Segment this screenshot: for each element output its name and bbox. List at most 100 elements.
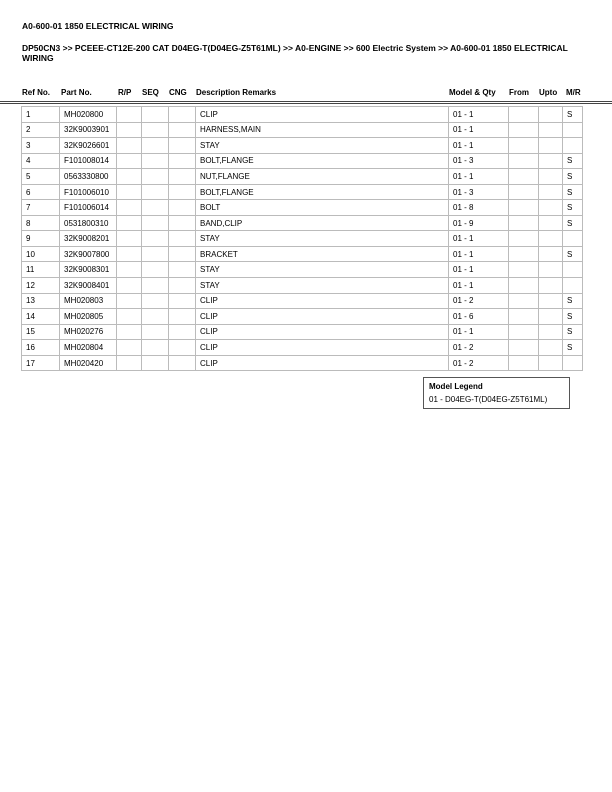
table-cell: 01 - 3 [448, 183, 509, 201]
table-cell: 4 [21, 152, 60, 170]
table-cell [508, 199, 539, 216]
table-cell [168, 308, 196, 325]
table-cell: STAY [195, 277, 449, 294]
table-cell [116, 214, 142, 232]
table-cell: BRACKET [195, 245, 449, 263]
table-cell [538, 277, 563, 294]
table-cell: 3 [21, 137, 60, 154]
table-cell [168, 168, 196, 185]
table-cell: S [562, 339, 583, 356]
table-cell: MH020805 [59, 308, 117, 325]
table-cell [141, 137, 169, 154]
table-cell [538, 339, 563, 356]
table-cell: S [562, 245, 583, 263]
table-row: 14 MH020805 CLIP 01 - 6 S [21, 308, 583, 325]
table-cell [508, 106, 539, 123]
table-cell [141, 230, 169, 247]
table-cell [538, 308, 563, 325]
table-cell [116, 183, 142, 201]
table-cell: S [562, 106, 583, 123]
table-cell [141, 152, 169, 170]
table-row: 13 MH020803 CLIP 01 - 2 S [21, 292, 583, 310]
table-cell [168, 323, 196, 341]
table-cell: CLIP [195, 323, 449, 341]
table-cell [562, 230, 583, 247]
table-cell: 01 - 1 [448, 121, 509, 139]
table-cell: STAY [195, 137, 449, 154]
table-cell: 01 - 2 [448, 292, 509, 310]
table-cell: 0563330800 [59, 168, 117, 185]
table-cell [116, 137, 142, 154]
parts-table: 1 MH020800 CLIP 01 - 1 S 2 32K9003901 HARNESS,M… [21, 106, 583, 372]
table-cell [508, 152, 539, 170]
table-cell: HARNESS,MAIN [195, 121, 449, 139]
column-header: M/R [566, 88, 581, 97]
table-cell [116, 152, 142, 170]
table-row: 11 32K9008301 STAY 01 - 1 [21, 261, 583, 279]
table-row: 6 F101006010 BOLT,FLANGE 01 - 3 S [21, 183, 583, 201]
table-cell: 01 - 1 [448, 261, 509, 279]
table-cell [168, 137, 196, 154]
table-cell: 01 - 3 [448, 152, 509, 170]
table-cell [508, 323, 539, 341]
table-cell: 11 [21, 261, 60, 279]
table-cell [141, 199, 169, 216]
table-row: 12 32K9008401 STAY 01 - 1 [21, 277, 583, 294]
table-cell: 01 - 9 [448, 214, 509, 232]
table-cell: BOLT,FLANGE [195, 183, 449, 201]
table-cell: 01 - 1 [448, 323, 509, 341]
table-cell [562, 137, 583, 154]
column-header: Upto [539, 88, 558, 97]
table-cell: CLIP [195, 292, 449, 310]
table-cell [508, 354, 539, 372]
table-cell: CLIP [195, 354, 449, 372]
table-cell: 13 [21, 292, 60, 310]
table-cell [141, 277, 169, 294]
table-cell: MH020420 [59, 354, 117, 372]
table-cell [141, 121, 169, 139]
table-cell [538, 261, 563, 279]
table-cell [508, 308, 539, 325]
table-cell [116, 339, 142, 356]
table-cell: 16 [21, 339, 60, 356]
table-cell [141, 261, 169, 279]
table-cell: 01 - 1 [448, 230, 509, 247]
table-cell [538, 230, 563, 247]
table-cell: 6 [21, 183, 60, 201]
table-cell [141, 245, 169, 263]
table-cell [538, 214, 563, 232]
table-cell [168, 152, 196, 170]
table-row: 9 32K9008201 STAY 01 - 1 [21, 230, 583, 247]
table-cell: 2 [21, 121, 60, 139]
table-cell [141, 339, 169, 356]
table-cell: S [562, 168, 583, 185]
table-cell [168, 199, 196, 216]
table-row: 16 MH020804 CLIP 01 - 2 S [21, 339, 583, 356]
table-cell [116, 261, 142, 279]
table-cell [562, 261, 583, 279]
table-cell: MH020276 [59, 323, 117, 341]
table-cell [538, 121, 563, 139]
table-cell [538, 245, 563, 263]
table-row: 7 F101006014 BOLT 01 - 8 S [21, 199, 583, 216]
table-cell: 01 - 8 [448, 199, 509, 216]
table-cell: STAY [195, 261, 449, 279]
table-cell [562, 121, 583, 139]
table-cell: S [562, 214, 583, 232]
table-row: 3 32K9026601 STAY 01 - 1 [21, 137, 583, 154]
table-cell: CLIP [195, 106, 449, 123]
table-cell [538, 106, 563, 123]
table-cell [116, 199, 142, 216]
table-cell [538, 183, 563, 201]
table-row: 8 0531800310 BAND,CLIP 01 - 9 S [21, 214, 583, 232]
table-cell [562, 277, 583, 294]
column-header: SEQ [142, 88, 159, 97]
table-cell: 32K9008201 [59, 230, 117, 247]
table-cell [141, 292, 169, 310]
table-cell [116, 245, 142, 263]
table-cell [116, 292, 142, 310]
table-cell: F101006010 [59, 183, 117, 201]
table-cell [141, 323, 169, 341]
table-cell [116, 308, 142, 325]
model-legend: Model Legend 01 - D04EG-T(D04EG-Z5T61ML) [423, 377, 570, 409]
